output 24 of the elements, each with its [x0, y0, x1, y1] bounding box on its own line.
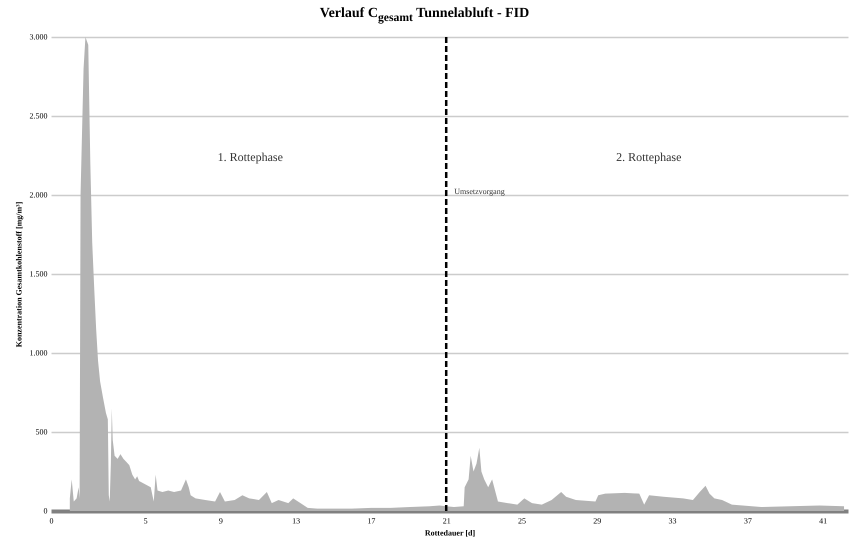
x-tick-label: 29	[593, 516, 602, 526]
y-tick-label: 1.000	[30, 348, 48, 358]
x-tick-label: 37	[744, 516, 752, 526]
ref-line-label: Umsetzvorgang	[454, 187, 505, 196]
x-tick-label: 41	[819, 516, 828, 526]
x-tick-label: 17	[367, 516, 376, 526]
y-tick-label: 500	[36, 428, 48, 436]
x-tick-label: 21	[442, 516, 451, 526]
x-tick-label: 5	[144, 516, 148, 526]
x-tick-label: 25	[518, 516, 526, 526]
y-tick-label: 2.500	[30, 112, 48, 120]
x-tick-label: 13	[292, 516, 300, 526]
y-tick-label: 2.000	[30, 190, 48, 200]
x-tick-label: 0	[50, 516, 54, 526]
y-axis-title: Konzentration Gesamtkohlenstoff [mg/m³]	[14, 201, 24, 348]
y-tick-label: 0	[44, 506, 48, 516]
annotation: 2. Rottephase	[616, 150, 682, 164]
x-axis-title: Rottedauer [d]	[424, 528, 476, 538]
annotation: 1. Rottephase	[218, 150, 283, 164]
y-tick-label: 3.000	[30, 32, 48, 42]
x-tick-label: 33	[668, 516, 677, 526]
y-tick-label: 1.500	[30, 270, 48, 278]
chart-title: Verlauf C$_{gesamt}$ Tunnelabluft - FID	[318, 6, 530, 24]
x-tick-label: 9	[218, 516, 223, 526]
